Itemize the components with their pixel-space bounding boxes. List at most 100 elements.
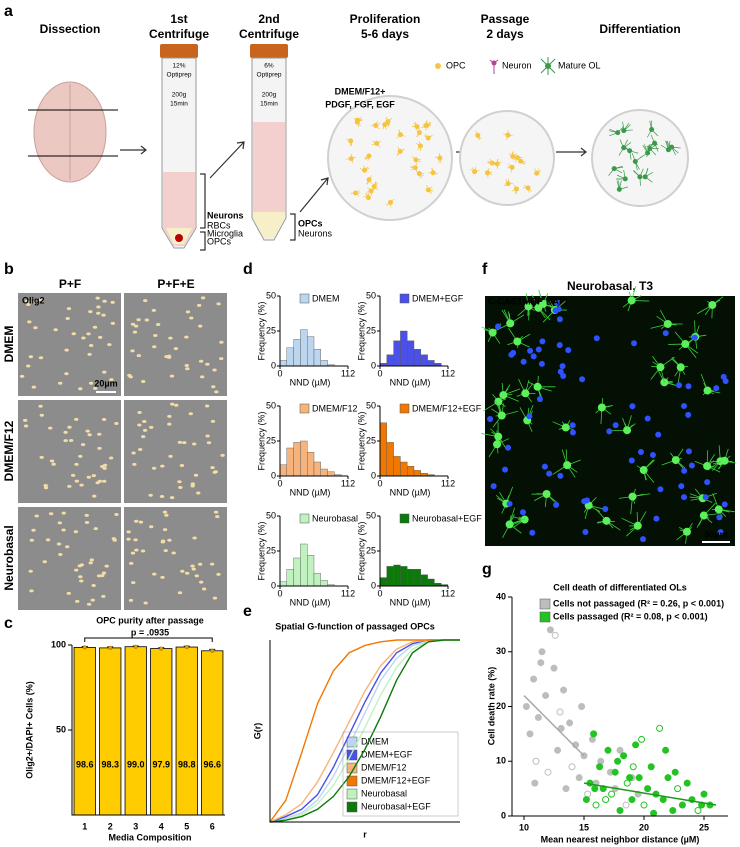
scatter-point (557, 724, 565, 732)
histogram-bar (420, 574, 428, 587)
tube-label: 15min (260, 101, 278, 108)
cell-process (671, 146, 681, 149)
scatter-point (671, 768, 679, 776)
cell-process (639, 152, 648, 159)
cell (130, 551, 136, 555)
cell (79, 563, 85, 567)
cell (79, 483, 84, 487)
cell (196, 303, 202, 307)
cell-process (364, 166, 369, 171)
media-label: PDGF, FGF, EGF (325, 99, 395, 109)
nucleus (527, 347, 534, 354)
cell-process (417, 145, 421, 151)
scatter-point (669, 807, 677, 815)
nucleus (640, 536, 647, 543)
step-title: Passage (481, 12, 530, 26)
cell (190, 484, 195, 488)
scatter-point (662, 746, 670, 754)
cell-process (505, 179, 509, 184)
legend-label: DMEM+EGF (412, 293, 464, 303)
legend-swatch (399, 293, 410, 304)
scatter-point (544, 768, 552, 776)
cell-body (703, 386, 712, 395)
cell-body (639, 466, 648, 475)
cell-process (350, 140, 353, 146)
cell (61, 511, 66, 515)
cell-process (416, 132, 420, 138)
cell-body (628, 492, 637, 501)
cell (210, 419, 216, 423)
data-point (184, 644, 189, 650)
legend-label: DMEM/F12+EGF (361, 775, 431, 785)
panel-label: g (482, 561, 492, 578)
cell (185, 310, 191, 314)
legend-label: DMEM/F12 (361, 762, 407, 772)
x-axis-label: NND (µM) (390, 597, 431, 607)
cell (213, 510, 219, 514)
cell-process (489, 158, 493, 164)
rbc-pellet (175, 234, 183, 242)
cell (74, 417, 79, 421)
cell (31, 300, 37, 304)
y-tick-label: 25 (266, 545, 276, 555)
cell-process (382, 124, 386, 130)
nucleus (685, 448, 692, 455)
cell-process (623, 129, 633, 131)
y-tick-label: 25 (366, 435, 376, 445)
cell-process (433, 172, 439, 175)
histogram-bar (386, 354, 394, 367)
cell-process (410, 167, 416, 171)
y-axis-label: Olig2+/DAPI+ Cells (%) (24, 681, 34, 779)
cell (134, 548, 139, 552)
cell-process (371, 143, 377, 146)
legend-label: Mature OL (558, 60, 601, 70)
scatter-point (556, 708, 564, 716)
cell-body (521, 389, 530, 398)
micrograph (124, 507, 227, 610)
cell-process (415, 159, 417, 165)
cell-process (357, 121, 361, 127)
legend-label: DMEM/F12+EGF (412, 403, 482, 413)
cell (155, 323, 161, 327)
nucleus (535, 346, 542, 353)
data-point (159, 646, 164, 651)
cell-process (376, 143, 381, 148)
cell (148, 493, 153, 497)
stain-label: Olig2 (22, 295, 45, 305)
x-axis-label: Media Composition (109, 832, 192, 842)
y-tick-label: 25 (366, 545, 376, 555)
cell (177, 480, 182, 484)
tube-cap (160, 44, 198, 58)
histogram-bar (393, 456, 401, 477)
axis (279, 296, 348, 367)
histogram-bar (320, 468, 328, 477)
scatter-point (526, 730, 534, 738)
cell (194, 574, 199, 578)
cell (152, 572, 157, 576)
scatter-point (620, 752, 628, 760)
cell (190, 564, 195, 568)
cell (136, 318, 141, 322)
cell-process (651, 129, 659, 137)
cell-body (533, 382, 542, 391)
cell (19, 374, 25, 378)
nucleus (490, 483, 497, 490)
cell-process (428, 134, 433, 139)
scatter-point (591, 785, 599, 793)
x-tick-label: 112 (441, 478, 455, 488)
x-tick-label: 112 (341, 588, 355, 598)
cell (26, 303, 31, 307)
nucleus (530, 353, 537, 360)
cell-process (623, 124, 631, 131)
axis (279, 516, 348, 587)
scatter-point (635, 774, 643, 782)
cell (102, 370, 107, 374)
cell-process (415, 128, 420, 133)
scatter-point (592, 801, 600, 809)
nucleus (691, 334, 698, 341)
cell (126, 537, 131, 541)
x-tick-label: 0 (377, 368, 382, 378)
cell-process (411, 156, 417, 160)
cell-process (385, 116, 389, 122)
cell (70, 473, 76, 477)
